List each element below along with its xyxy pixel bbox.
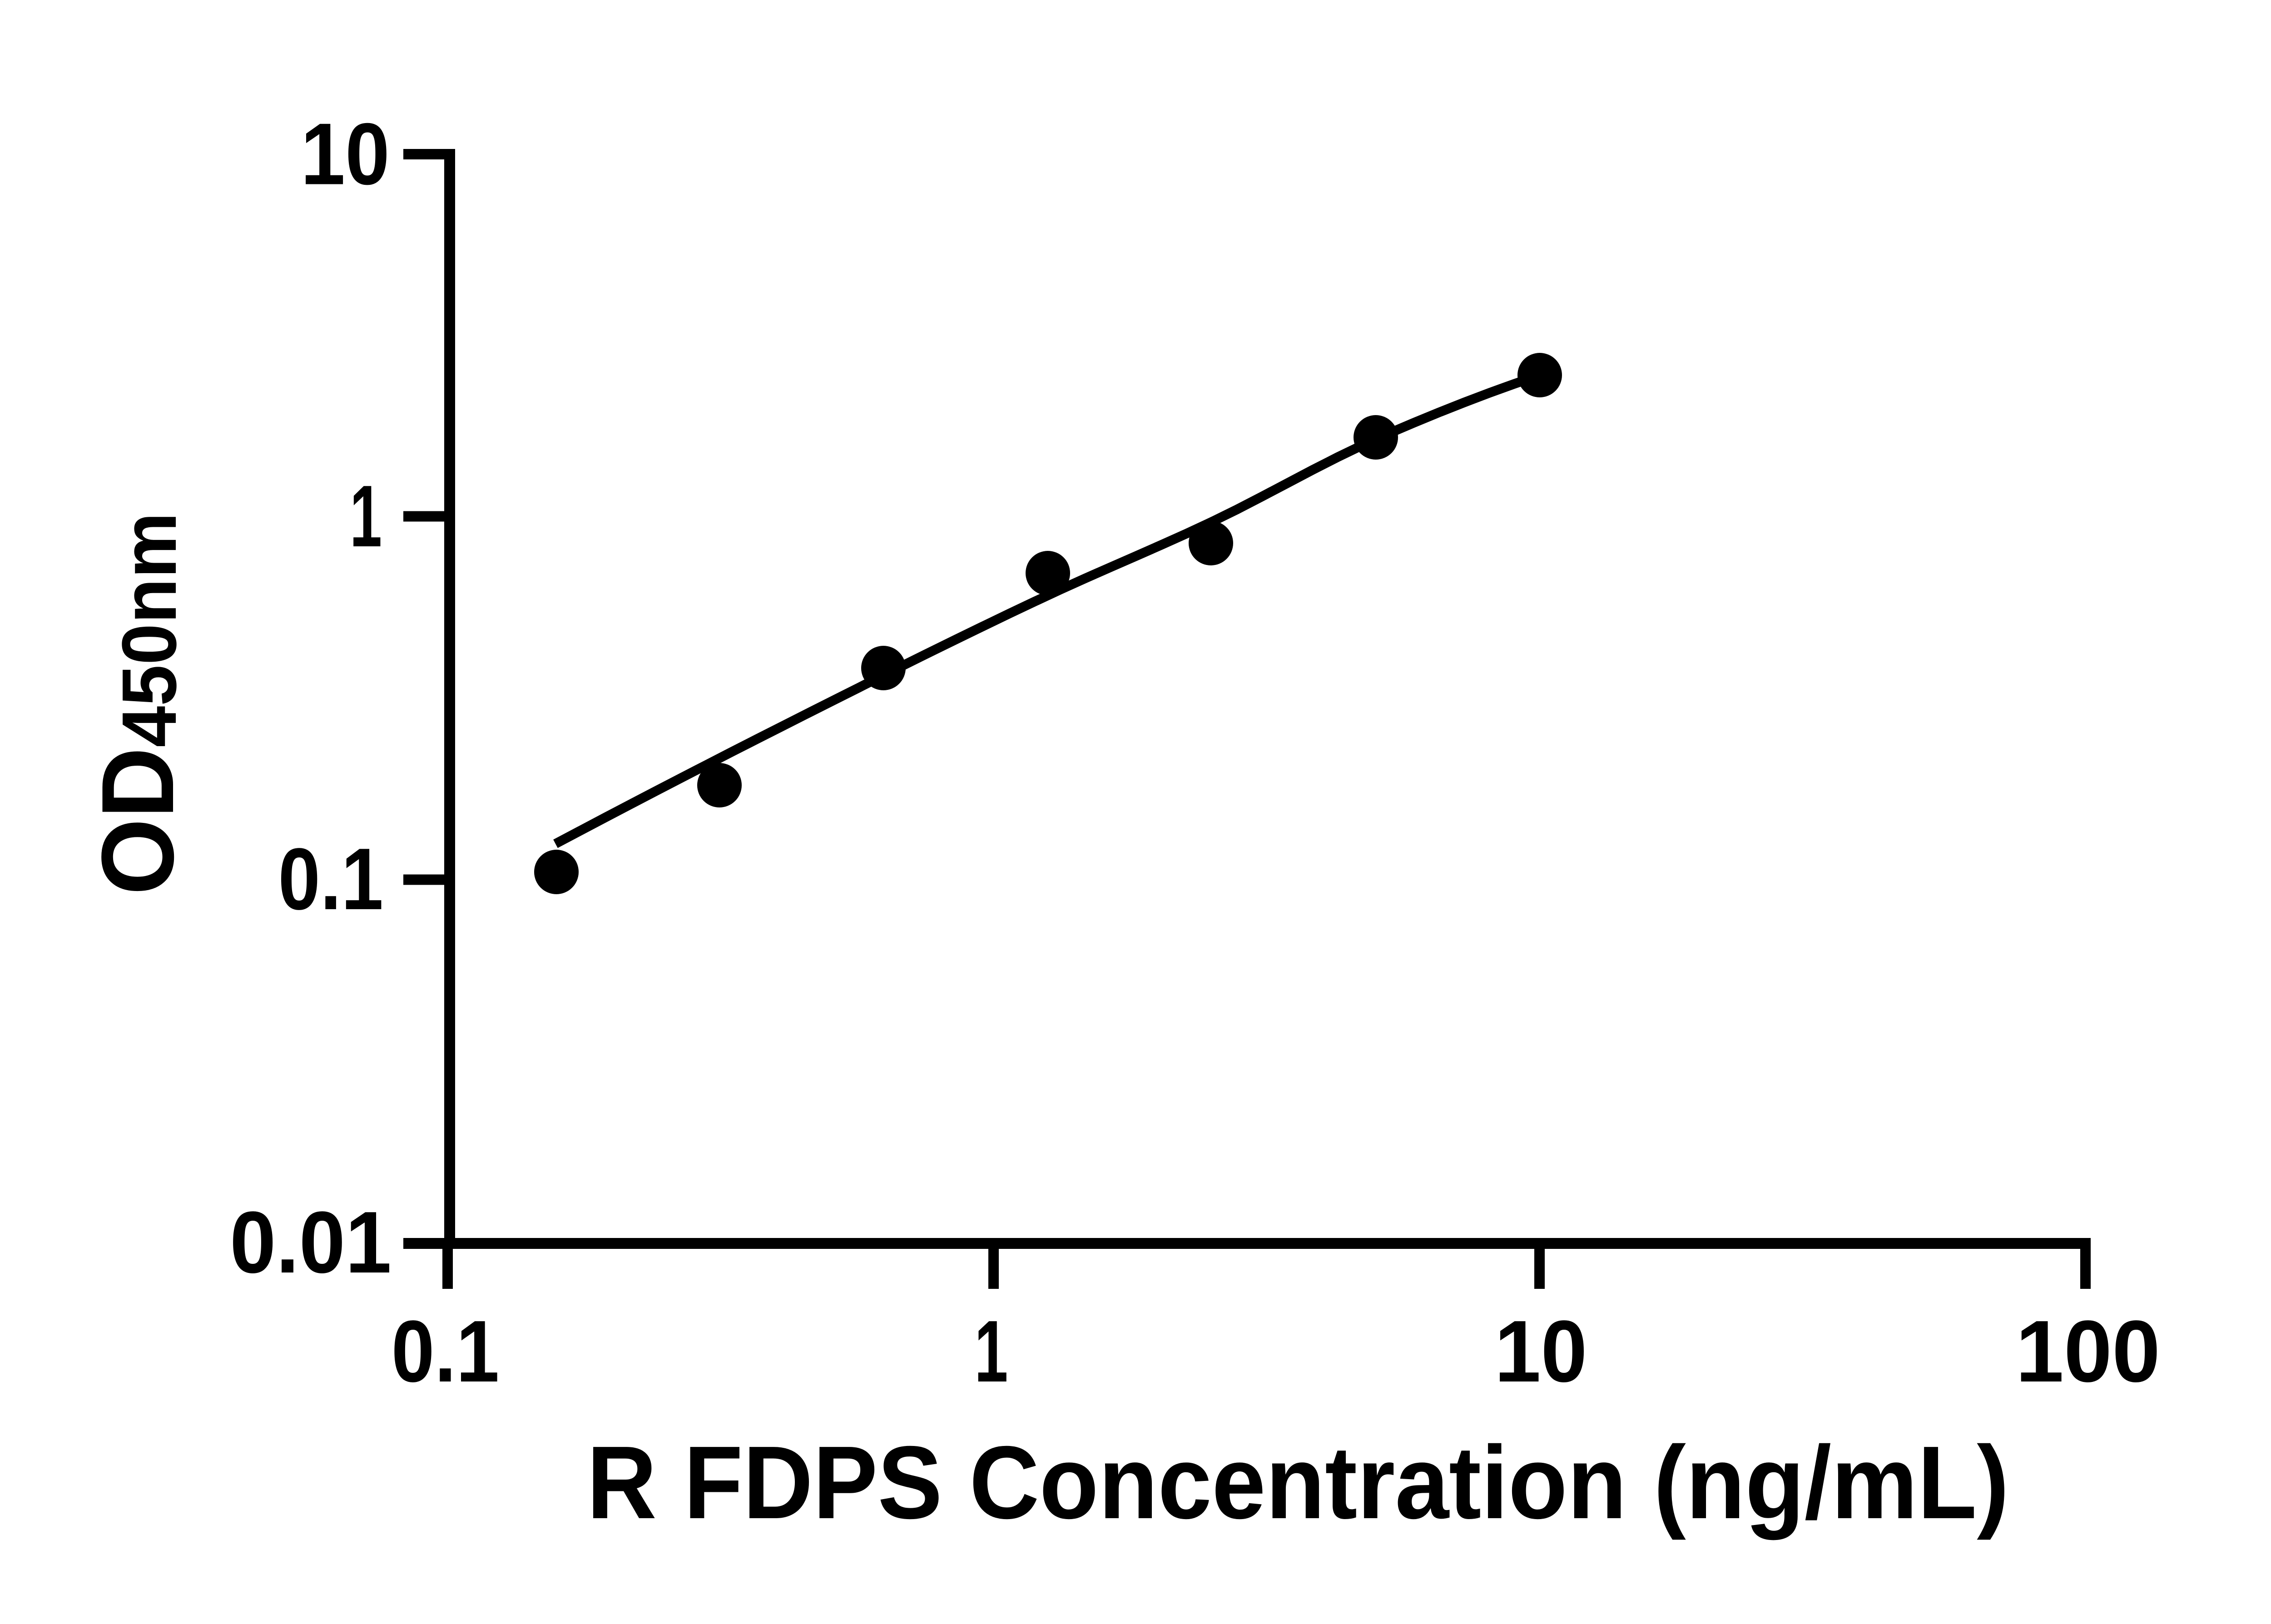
svg-text:10: 10	[301, 105, 390, 203]
svg-text:1: 1	[350, 467, 382, 565]
svg-text:R FDPS Concentration (ng/mL): R FDPS Concentration (ng/mL)	[587, 1425, 2009, 1540]
svg-text:10: 10	[1495, 1302, 1587, 1400]
svg-text:0.1: 0.1	[392, 1302, 500, 1400]
svg-text:1: 1	[974, 1303, 1008, 1401]
svg-text:OD450nm: OD450nm	[80, 512, 195, 895]
svg-text:0.01: 0.01	[230, 1193, 392, 1292]
svg-text:100: 100	[2016, 1302, 2160, 1400]
svg-text:0.1: 0.1	[278, 831, 383, 928]
